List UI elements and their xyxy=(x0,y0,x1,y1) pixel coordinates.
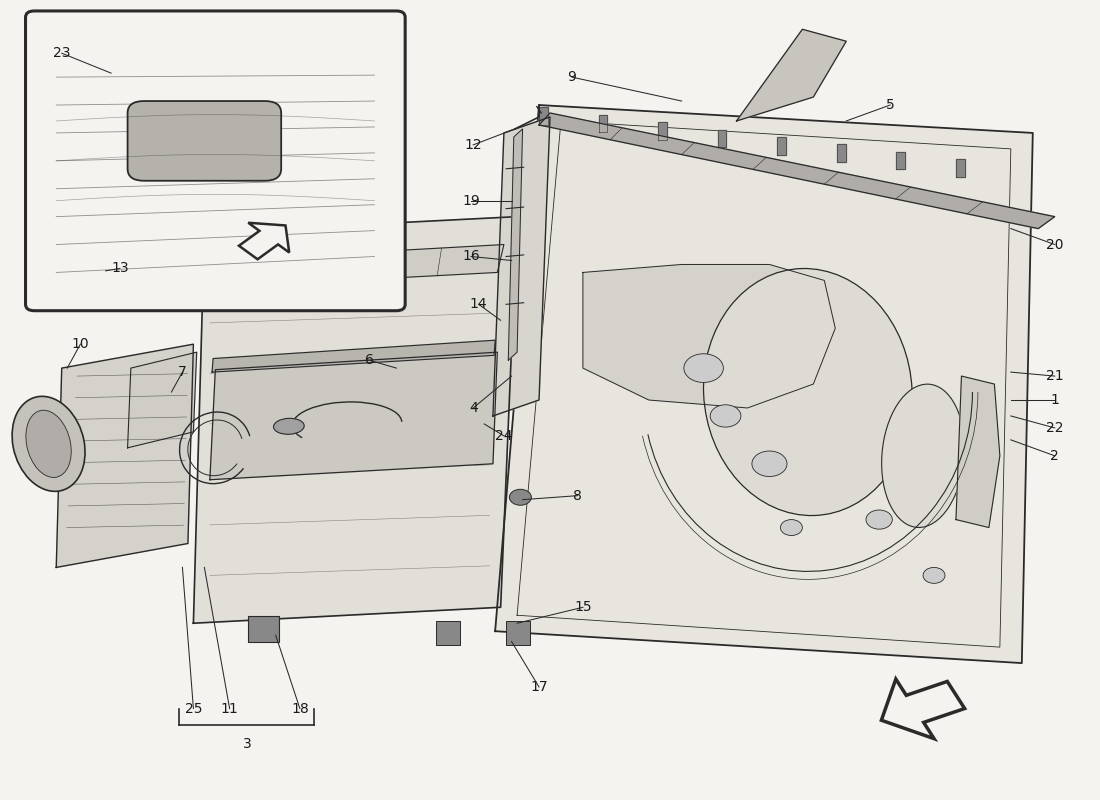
Circle shape xyxy=(711,405,741,427)
Text: 3: 3 xyxy=(243,738,252,751)
Polygon shape xyxy=(658,122,667,140)
Polygon shape xyxy=(197,245,504,288)
Text: 6: 6 xyxy=(364,353,373,367)
Polygon shape xyxy=(128,352,197,448)
Polygon shape xyxy=(583,265,835,408)
Polygon shape xyxy=(896,152,905,170)
Polygon shape xyxy=(495,105,1033,663)
Text: 11: 11 xyxy=(221,702,239,715)
Bar xyxy=(249,616,279,642)
Text: 7: 7 xyxy=(178,365,187,379)
Ellipse shape xyxy=(274,418,305,434)
Text: 4: 4 xyxy=(469,401,477,415)
Circle shape xyxy=(780,519,802,535)
Text: 2: 2 xyxy=(1050,449,1059,463)
Circle shape xyxy=(866,510,892,529)
Ellipse shape xyxy=(704,269,912,515)
Polygon shape xyxy=(212,340,495,372)
Circle shape xyxy=(752,451,786,477)
Polygon shape xyxy=(956,159,965,177)
Polygon shape xyxy=(56,344,194,567)
Ellipse shape xyxy=(26,410,72,478)
Polygon shape xyxy=(881,679,965,738)
Polygon shape xyxy=(778,137,786,154)
Text: 17: 17 xyxy=(530,680,548,694)
Text: 20: 20 xyxy=(1046,238,1064,251)
Polygon shape xyxy=(508,129,522,360)
FancyBboxPatch shape xyxy=(25,11,405,310)
Polygon shape xyxy=(956,376,1000,527)
Polygon shape xyxy=(837,145,846,162)
Ellipse shape xyxy=(881,384,965,527)
FancyBboxPatch shape xyxy=(128,101,282,181)
Text: 13: 13 xyxy=(111,262,129,275)
Text: 16: 16 xyxy=(462,250,480,263)
Text: 12: 12 xyxy=(464,138,482,152)
Bar xyxy=(436,621,460,645)
Polygon shape xyxy=(539,113,1055,229)
Text: 18: 18 xyxy=(292,702,309,715)
Polygon shape xyxy=(493,117,550,416)
Text: 21: 21 xyxy=(1046,369,1064,383)
Text: 24: 24 xyxy=(495,429,513,443)
Text: 15: 15 xyxy=(574,600,592,614)
Polygon shape xyxy=(239,222,289,259)
Text: 1: 1 xyxy=(1050,393,1059,407)
Text: 25: 25 xyxy=(185,702,202,715)
Text: 5: 5 xyxy=(886,98,894,112)
Polygon shape xyxy=(737,30,846,121)
Circle shape xyxy=(509,490,531,506)
Polygon shape xyxy=(539,107,548,125)
Text: 19: 19 xyxy=(462,194,480,208)
Text: 22: 22 xyxy=(1046,421,1064,435)
Ellipse shape xyxy=(12,396,85,491)
Circle shape xyxy=(923,567,945,583)
Polygon shape xyxy=(210,352,497,480)
Polygon shape xyxy=(194,217,517,623)
Circle shape xyxy=(684,354,724,382)
Text: 23: 23 xyxy=(53,46,70,60)
Text: 9: 9 xyxy=(568,70,576,84)
Polygon shape xyxy=(205,217,287,265)
Polygon shape xyxy=(598,115,607,132)
Text: 8: 8 xyxy=(573,489,582,502)
Text: 10: 10 xyxy=(72,337,89,351)
Polygon shape xyxy=(717,130,726,147)
Text: 14: 14 xyxy=(470,298,487,311)
Bar xyxy=(506,621,530,645)
